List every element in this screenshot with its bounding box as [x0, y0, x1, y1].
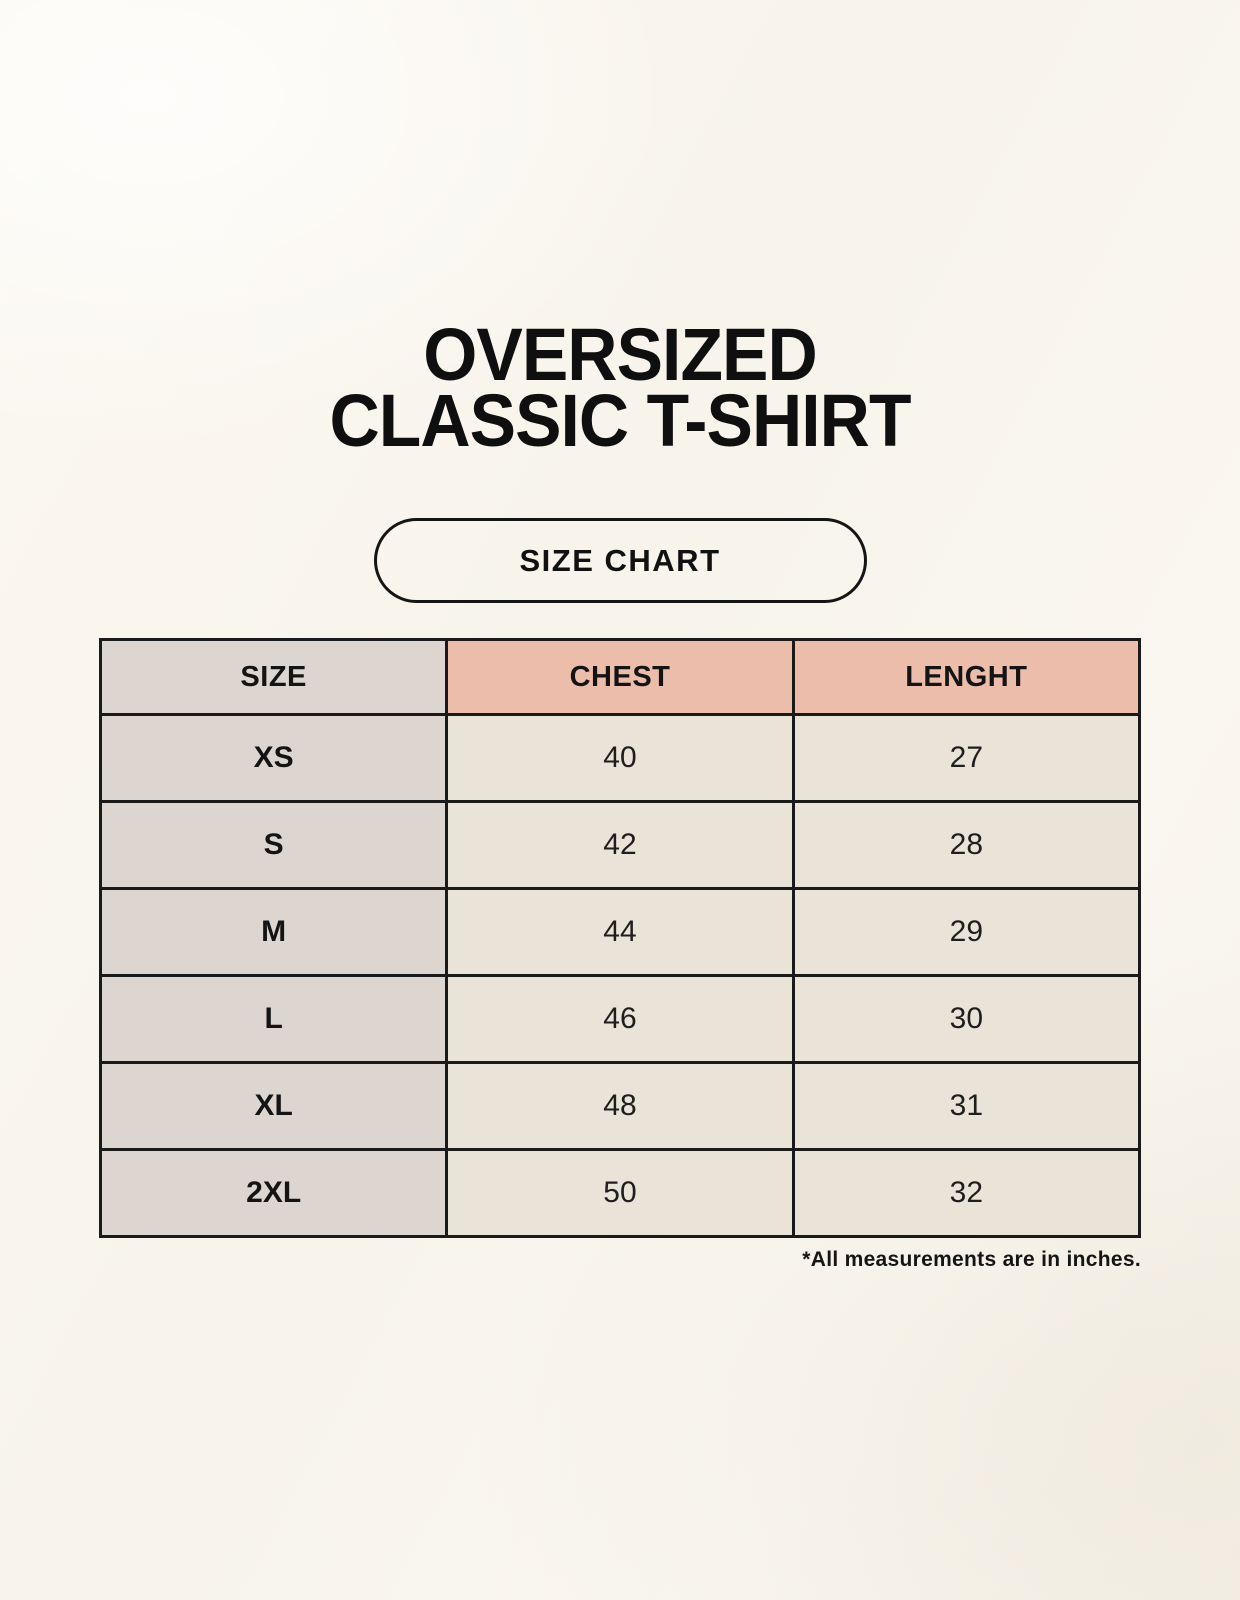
chest-value: 46 [445, 974, 795, 1064]
size-cell: M [98, 887, 449, 977]
size-cell: XS [98, 713, 449, 803]
chest-value: 42 [445, 800, 795, 890]
size-cell: 2XL [98, 1148, 449, 1238]
table-row-2xl: 2XL 50 32 [98, 1148, 1142, 1238]
length-value: 29 [791, 887, 1142, 977]
table-row-xl: XL 48 31 [98, 1061, 1142, 1151]
table-row-l: L 46 30 [98, 974, 1142, 1064]
table-header: SIZE CHEST LENGHT [98, 638, 1142, 716]
size-chart-table-container: SIZE CHEST LENGHT XS 40 27 S 42 28 M [98, 638, 1142, 1238]
size-chart-badge-label: SIZE CHART [519, 542, 721, 578]
length-value: 31 [791, 1061, 1142, 1151]
product-title-line2: CLASSIC T-SHIRT [329, 379, 911, 462]
length-value: 32 [791, 1148, 1142, 1238]
length-value: 30 [791, 974, 1142, 1064]
column-header-length: LENGHT [791, 638, 1142, 716]
size-cell: S [98, 800, 449, 890]
chest-value: 40 [445, 713, 795, 803]
size-chart-badge[interactable]: SIZE CHART [373, 518, 867, 603]
table-body: XS 40 27 S 42 28 M 44 29 L 46 30 [98, 713, 1142, 1238]
size-chart-table: SIZE CHEST LENGHT XS 40 27 S 42 28 M [98, 638, 1142, 1238]
table-row-m: M 44 29 [98, 887, 1142, 977]
size-cell: XL [98, 1061, 449, 1151]
length-value: 28 [791, 800, 1142, 890]
table-row-s: S 42 28 [98, 800, 1142, 890]
column-header-size: SIZE [98, 638, 449, 716]
measurements-footnote: *All measurements are in inches. [802, 1248, 1141, 1271]
header-row: SIZE CHEST LENGHT [98, 638, 1142, 716]
size-cell: L [98, 974, 449, 1064]
chest-value: 44 [445, 887, 795, 977]
column-header-chest: CHEST [445, 638, 795, 716]
length-value: 27 [791, 713, 1142, 803]
product-title: OVERSIZED CLASSIC T-SHIRT [37, 0, 1203, 462]
table-row-xs: XS 40 27 [98, 713, 1142, 803]
chest-value: 48 [445, 1061, 795, 1151]
product-title-line1: OVERSIZED [423, 313, 817, 396]
chest-value: 50 [445, 1148, 795, 1238]
